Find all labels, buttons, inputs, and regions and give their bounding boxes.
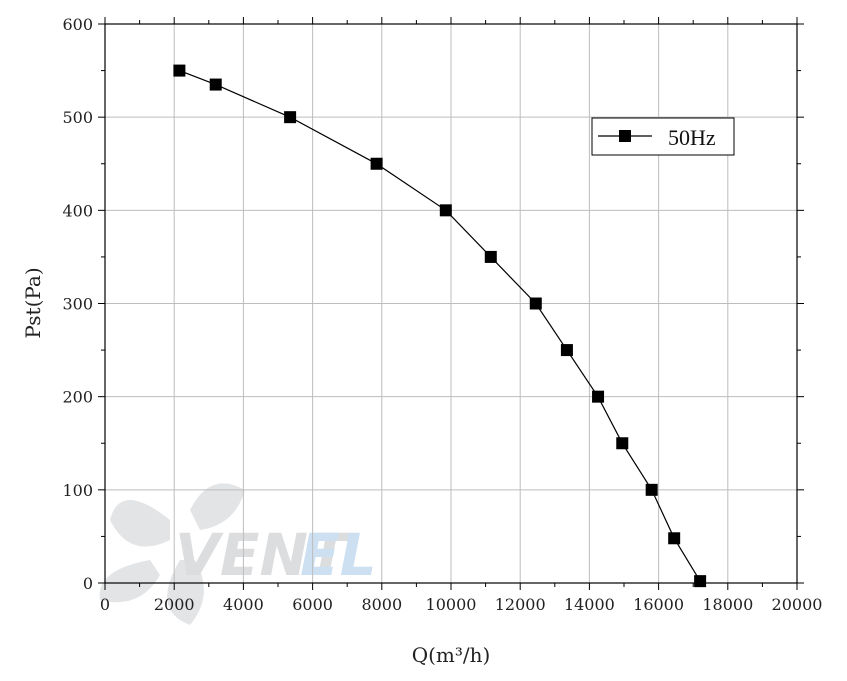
data-point — [209, 78, 222, 91]
watermark-text-part1: VENT — [175, 521, 352, 589]
data-point — [616, 437, 629, 450]
data-point — [484, 250, 497, 263]
y-axis: 0 100 200 300 400 500 600 — [62, 15, 804, 593]
data-point — [645, 483, 658, 496]
data-point — [173, 64, 186, 77]
x-tick-label: 12000 — [495, 595, 546, 614]
data-point — [439, 204, 452, 217]
x-tick-label: 16000 — [633, 595, 684, 614]
y-tick-label: 600 — [62, 15, 93, 34]
data-point — [284, 111, 297, 124]
fan-icon — [99, 483, 245, 625]
data-point — [694, 575, 707, 588]
series-layer — [173, 64, 707, 588]
x-tick-label: 8000 — [361, 595, 402, 614]
data-point — [370, 157, 383, 170]
data-point — [592, 390, 605, 403]
x-tick-label: 4000 — [223, 595, 264, 614]
data-point — [529, 297, 542, 310]
data-point — [668, 532, 681, 545]
x-tick-label: 20000 — [772, 595, 823, 614]
x-axis: 0 2000 4000 6000 8000 10000 12000 14000 16000 180… — [100, 17, 823, 614]
y-tick-label: 100 — [62, 481, 93, 500]
y-tick-label: 300 — [62, 295, 93, 314]
legend: 50Hz — [591, 117, 735, 156]
x-tick-label: 2000 — [154, 595, 195, 614]
y-tick-label: 500 — [62, 108, 93, 127]
y-tick-label: 200 — [62, 388, 93, 407]
y-tick-label: 400 — [62, 201, 93, 220]
data-point — [560, 344, 573, 357]
x-tick-label: 6000 — [292, 595, 333, 614]
legend-label: 50Hz — [668, 125, 716, 150]
x-tick-label: 0 — [100, 595, 110, 614]
watermark-text-part2: EL — [300, 521, 377, 589]
x-tick-label: 10000 — [426, 595, 477, 614]
x-axis-title: Q(m³/h) — [412, 643, 491, 667]
x-tick-label: 18000 — [702, 595, 753, 614]
legend-marker — [619, 130, 631, 142]
y-axis-title: Pst(Pa) — [21, 267, 45, 338]
x-tick-label: 14000 — [564, 595, 615, 614]
y-tick-label: 0 — [83, 574, 93, 593]
